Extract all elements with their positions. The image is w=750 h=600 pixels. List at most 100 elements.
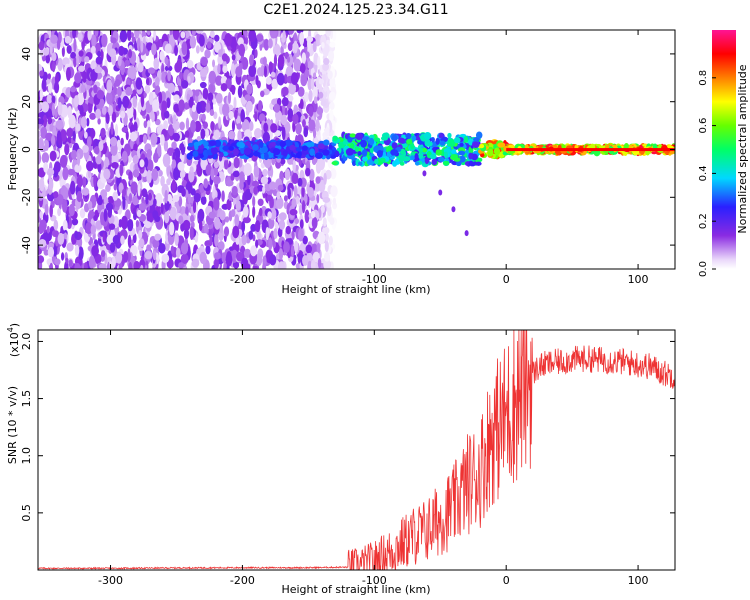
colorbar: 0.0 0.2 0.4 0.6 0.8 Normalized spectral ampl…: [698, 30, 749, 277]
spectrogram-cell: [198, 183, 205, 194]
spectrogram-cell: [314, 86, 318, 99]
spectrogram-cell: [275, 196, 284, 210]
snr-ytick-label: 1.0: [20, 447, 33, 465]
spectrogram-cell: [121, 150, 128, 163]
spectrogram-cell: [110, 121, 114, 135]
svg-text:(x104): (x104): [6, 323, 21, 357]
spectrogram-cell: [322, 62, 330, 71]
snr-xtick-label: -300: [98, 574, 123, 587]
spectrogram-cell: [228, 193, 232, 201]
spectrogram-cell: [301, 200, 306, 214]
spectrogram-cells: [38, 30, 675, 269]
spectrogram-cell: [106, 91, 113, 105]
spectrogram-ytick-label: 0: [20, 146, 33, 153]
spectrogram-cell: [146, 148, 153, 158]
spectrogram-cell: [480, 152, 485, 158]
spectrogram-cell: [180, 31, 186, 39]
spectrogram-cell: [66, 242, 74, 252]
spectrogram-cell: [86, 136, 92, 147]
spectrogram-cell: [38, 150, 41, 164]
spectrogram-cell: [46, 225, 50, 234]
spectrogram-cell: [313, 96, 318, 104]
spectrogram-cell: [414, 161, 420, 166]
colorbar-tick-label: 0.2: [698, 213, 709, 229]
spectrogram-cell: [262, 56, 267, 66]
spectrogram-cell: [301, 186, 305, 198]
spectrogram-cell: [294, 240, 299, 253]
spectrogram-cell: [302, 145, 308, 151]
spectrogram-cell: [153, 198, 157, 207]
spectrogram-cell: [57, 207, 61, 217]
spectrogram-cell: [224, 32, 232, 47]
spectrogram-cell: [361, 149, 368, 157]
spectrogram-cell: [208, 230, 213, 239]
spectrogram-cell: [301, 52, 307, 65]
spectrogram-cell: [302, 255, 309, 267]
spectrogram-cell: [127, 248, 131, 263]
spectrogram-cell: [101, 106, 107, 115]
spectrogram-cell: [226, 198, 232, 211]
spectrogram-cell: [179, 143, 185, 152]
spectrogram-cell: [345, 148, 354, 156]
spectrogram-cell: [120, 215, 129, 230]
spectrogram-cell: [45, 54, 51, 64]
snr-yscale-label: (x104): [6, 323, 21, 357]
spectrogram-cell: [43, 162, 49, 173]
spectrogram-cell: [290, 72, 299, 86]
spectrogram-cell: [152, 239, 160, 249]
spectrogram-cell: [120, 235, 125, 245]
spectrogram-cell: [146, 120, 151, 129]
spectrogram-cell: [146, 30, 151, 36]
spectrogram-cell: [374, 158, 379, 165]
spectrogram-cell: [50, 34, 58, 44]
spectrogram-cell: [125, 130, 129, 141]
spectrogram-cell: [317, 157, 326, 171]
spectrogram-cell: [310, 259, 316, 269]
spectrogram-cell: [227, 91, 232, 104]
spectrogram-cell: [220, 83, 228, 92]
spectrogram-cell: [221, 252, 227, 263]
spectrogram-cell: [172, 132, 181, 141]
spectrogram-cell: [168, 124, 175, 137]
spectrogram-cell: [231, 185, 238, 196]
spectrogram-cell: [255, 75, 259, 86]
spectrogram-cell: [172, 30, 180, 41]
spectrogram-cell: [244, 94, 251, 101]
spectrogram-cell: [58, 134, 62, 147]
spectrogram-cell: [458, 155, 466, 163]
spectrogram-ticks: -300 -200 -100 0 100 40 20 0 -20 -40: [20, 30, 675, 286]
spectrogram-xlabel: Height of straight line (km): [281, 283, 430, 296]
spectrogram-cell: [217, 240, 225, 251]
spectrogram-cell: [123, 250, 129, 263]
spectrogram-cell: [180, 169, 186, 178]
spectrogram-cell: [179, 121, 185, 131]
spectrogram-cell: [143, 120, 148, 129]
spectrogram-cell: [86, 117, 90, 127]
spectrogram-cell: [41, 101, 50, 113]
spectrogram-cell: [91, 245, 99, 257]
spectrogram-cell: [145, 50, 150, 57]
spectrogram-cell: [283, 241, 290, 253]
spectrogram-cell: [181, 41, 188, 56]
spectrogram-cell: [167, 82, 176, 93]
snr-ticks: -300 -200 -100 0 100 0.5 1.0 1.5 2.0: [20, 330, 675, 587]
spectrogram-cell: [304, 69, 310, 78]
spectrogram-cell: [194, 120, 202, 133]
spectrogram-cell: [471, 141, 480, 149]
spectrogram-cell: [190, 119, 197, 133]
spectrogram-cell: [44, 231, 52, 242]
spectrogram-cell: [240, 109, 246, 123]
spectrogram-cell: [97, 118, 101, 125]
spectrogram-cell: [390, 149, 399, 156]
spectrogram-cell: [86, 160, 94, 172]
spectrogram-cell: [46, 168, 55, 177]
spectrogram-cell: [172, 114, 177, 125]
spectrogram-cell: [317, 231, 326, 245]
spectrogram-cell: [202, 140, 209, 147]
spectrogram-cell: [196, 164, 200, 174]
spectrogram-cell: [362, 156, 368, 162]
spectrogram-cell: [252, 206, 256, 218]
snr-xtick-label: -100: [362, 574, 387, 587]
spectrogram-cell: [277, 261, 286, 269]
